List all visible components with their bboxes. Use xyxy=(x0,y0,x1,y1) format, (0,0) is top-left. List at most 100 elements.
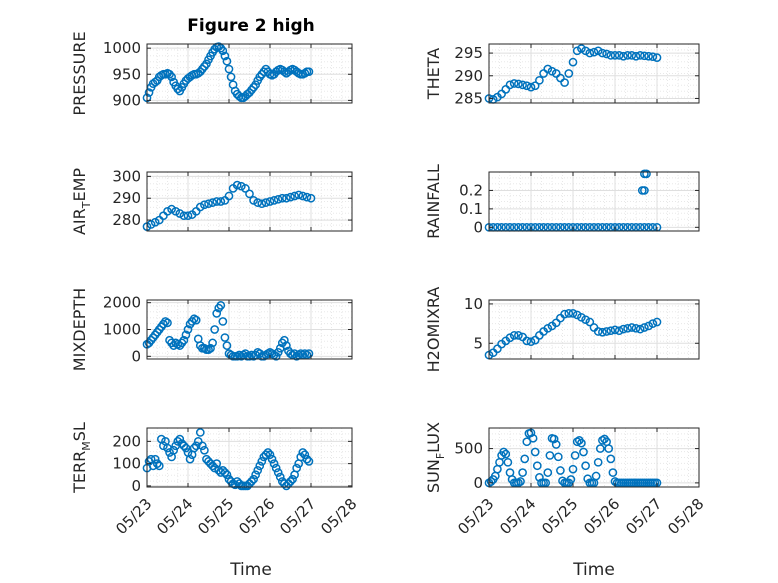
y-tick-label: 0 xyxy=(131,347,141,365)
data-point xyxy=(261,450,271,460)
data-point xyxy=(251,80,260,90)
data-point xyxy=(595,444,605,453)
x-tick-label: 05/28 xyxy=(317,495,360,538)
y-tick-label: 0 xyxy=(473,474,483,492)
data-point xyxy=(267,454,277,464)
data-point xyxy=(541,478,551,488)
data-point xyxy=(189,443,199,453)
y-tick-label: 1000 xyxy=(103,39,141,57)
data-point xyxy=(255,461,265,471)
data-point xyxy=(560,78,569,87)
data-point xyxy=(152,459,162,468)
data-point xyxy=(549,434,559,444)
data-point xyxy=(532,461,542,471)
data-point xyxy=(282,193,291,203)
axes-box xyxy=(146,171,353,232)
data-point xyxy=(288,474,297,484)
data-point xyxy=(175,434,185,444)
data-point xyxy=(212,197,222,206)
data-point xyxy=(224,191,234,201)
data-point xyxy=(648,52,658,62)
data-point xyxy=(585,48,595,58)
y-tick-label: 285 xyxy=(454,89,483,107)
y-axis-label: TERRMSL xyxy=(70,422,93,494)
data-point xyxy=(216,301,226,310)
data-point xyxy=(547,66,557,76)
x-tick-label: 05/24 xyxy=(496,495,539,538)
y-tick-label: 290 xyxy=(112,189,141,207)
y-tick-label: 1000 xyxy=(103,321,141,339)
data-point xyxy=(298,191,308,201)
data-series xyxy=(142,301,314,361)
y-tick-label: 0 xyxy=(473,218,483,236)
axes-box xyxy=(488,427,700,488)
data-point xyxy=(614,50,624,60)
data-point xyxy=(195,428,205,437)
data-point xyxy=(623,323,632,333)
data-point xyxy=(598,48,607,58)
data-point xyxy=(606,50,616,60)
data-point xyxy=(269,459,279,468)
y-axis-label: MIXDEPTH xyxy=(70,288,89,371)
x-tick-label: 05/23 xyxy=(454,495,497,538)
data-point xyxy=(644,321,653,331)
data-point xyxy=(208,198,217,207)
data-point xyxy=(253,465,263,475)
data-point xyxy=(257,457,267,466)
data-point xyxy=(265,450,275,460)
data-point xyxy=(154,461,164,471)
y-tick-label: 5 xyxy=(473,334,483,352)
data-point xyxy=(179,441,189,451)
data-point xyxy=(173,84,183,94)
data-point xyxy=(286,192,295,202)
data-point xyxy=(509,79,519,88)
data-point xyxy=(585,317,595,327)
data-point xyxy=(304,457,314,466)
data-point xyxy=(640,51,649,61)
data-point xyxy=(226,72,236,82)
data-series xyxy=(142,428,314,491)
subplot-theta: 285 290 295 THETA xyxy=(424,43,700,107)
data-point xyxy=(566,475,576,484)
data-point xyxy=(514,79,523,89)
data-point xyxy=(530,447,540,457)
data-point xyxy=(222,56,232,66)
subplot-pressure: 900 950 1000 PRESSURE xyxy=(70,31,353,116)
data-point xyxy=(514,331,523,340)
data-point xyxy=(535,75,544,85)
data-point xyxy=(520,454,530,464)
data-point xyxy=(501,449,511,459)
data-point xyxy=(181,330,191,340)
data-point xyxy=(581,46,590,56)
data-point xyxy=(530,81,540,91)
data-point xyxy=(577,438,586,448)
data-point xyxy=(280,335,289,345)
data-series xyxy=(484,44,662,104)
data-point xyxy=(635,324,645,334)
data-point xyxy=(606,326,616,336)
data-point xyxy=(526,337,536,347)
data-point xyxy=(631,323,641,333)
data-point xyxy=(602,49,611,59)
y-tick-label: 300 xyxy=(112,167,141,185)
data-point xyxy=(251,470,260,480)
x-tick-label: 05/27 xyxy=(276,495,319,538)
data-point xyxy=(245,189,254,199)
y-axis-label: SUNFLUX xyxy=(424,422,447,493)
data-point xyxy=(602,327,611,336)
data-point xyxy=(304,349,314,358)
y-tick-label: 100 xyxy=(112,455,141,473)
data-point xyxy=(577,44,586,53)
x-tick-label: 05/23 xyxy=(112,495,155,538)
data-point xyxy=(652,53,662,62)
data-point xyxy=(528,433,538,443)
data-point xyxy=(551,440,561,449)
x-tick-label: 05/27 xyxy=(622,495,665,538)
data-point xyxy=(623,50,632,60)
data-point xyxy=(591,471,601,481)
data-point xyxy=(263,448,273,457)
data-point xyxy=(568,464,578,474)
data-point xyxy=(577,312,586,322)
data-point xyxy=(191,441,201,451)
axes-box xyxy=(146,43,353,104)
